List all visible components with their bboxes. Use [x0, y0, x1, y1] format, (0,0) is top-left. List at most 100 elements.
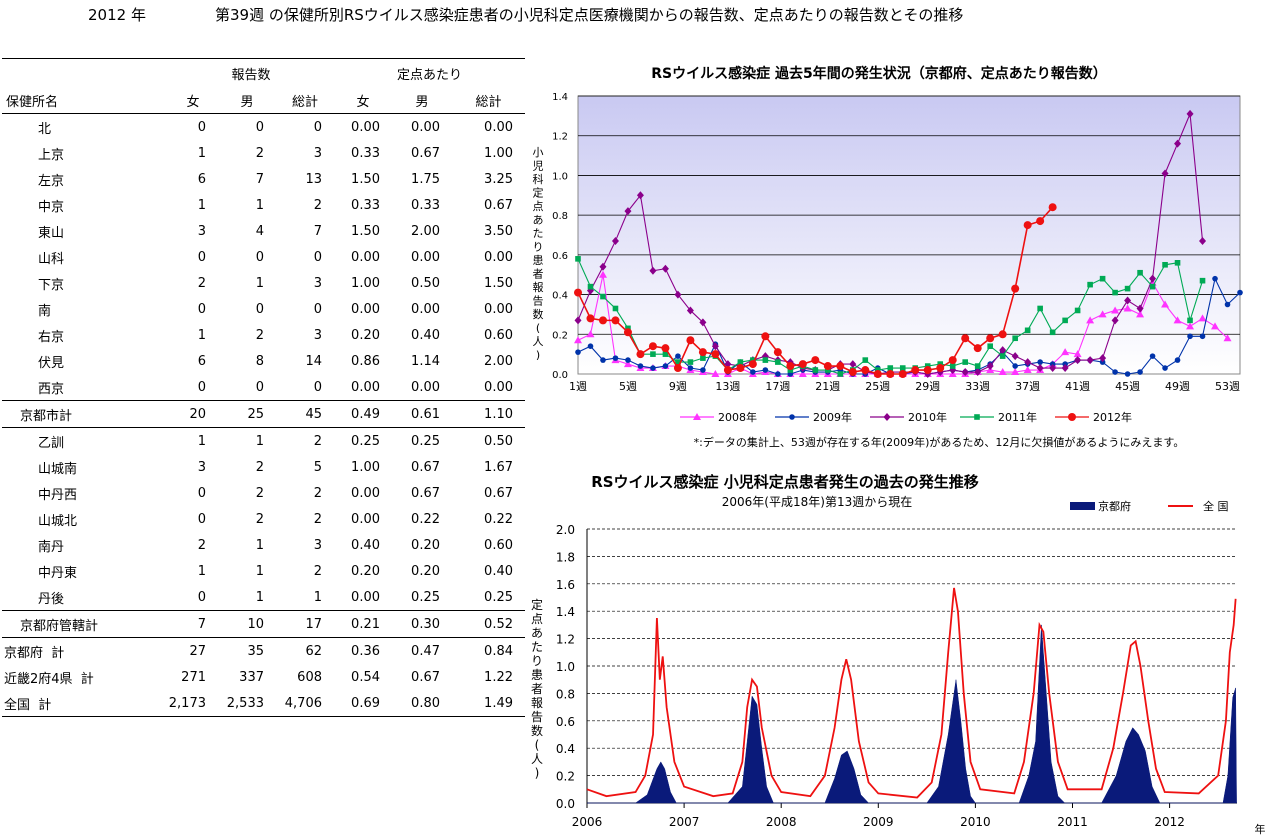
data-point: [623, 328, 632, 337]
row-value: 1.67: [484, 459, 513, 475]
data-point: [1074, 307, 1081, 314]
row-value: 2: [313, 197, 322, 213]
data-point: [574, 316, 582, 325]
row-value: 0.20: [411, 563, 440, 579]
data-point: [837, 371, 844, 377]
row-value: 0: [255, 249, 264, 265]
data-point: [700, 367, 706, 373]
data-point: [599, 262, 607, 271]
data-point: [1024, 327, 1031, 334]
chart1-y-axis-label-char: り: [533, 241, 544, 254]
chart1-y-axis-label-char: 報: [533, 281, 544, 294]
chart2-y-tick-label: 0.0: [556, 797, 575, 811]
data-point: [686, 306, 694, 315]
data-point: [999, 346, 1007, 355]
table-row: 東山 3 4 7 1.50 2.00 3.50: [2, 218, 525, 244]
data-point: [586, 330, 595, 338]
chart2-y-axis-label-char: 点: [531, 612, 543, 626]
data-point: [823, 362, 832, 371]
data-point: [1199, 236, 1207, 245]
row-value: 2: [197, 537, 206, 553]
data-point: [798, 360, 807, 369]
row-name: 上京: [38, 147, 65, 163]
row-value: 0.25: [411, 589, 440, 605]
legend-label: 2011年: [998, 410, 1037, 424]
data-point: [737, 359, 744, 365]
chart1-x-tick-label: 5週: [619, 380, 637, 393]
data-point: [961, 368, 969, 377]
row-value: 1.14: [411, 353, 440, 369]
data-point: [1112, 369, 1118, 375]
data-point: [1111, 316, 1119, 325]
data-point: [611, 316, 620, 325]
row-value: 2: [255, 511, 264, 527]
page-title: 2012 年 第39週 の保健所別RSウイルス感染症患者の小児科定点医療機関から…: [0, 4, 1269, 58]
data-point: [675, 353, 681, 359]
row-value: 2: [197, 275, 206, 291]
row-value: 0.00: [484, 379, 513, 395]
row-value: 8: [255, 353, 264, 369]
data-point: [1036, 364, 1044, 373]
row-value: 2: [313, 563, 322, 579]
data-point: [1124, 285, 1131, 292]
data-point: [1187, 333, 1193, 340]
table-row: 京都府管轄計 7 10 17 0.21 0.30 0.52: [2, 610, 525, 638]
data-point: [1199, 277, 1206, 284]
data-point: [1073, 350, 1082, 358]
data-point: [625, 357, 631, 363]
table-row: 近畿2府4県 計 271 337 608 0.54 0.67 1.22: [2, 664, 525, 690]
row-value: 0.20: [411, 537, 440, 553]
data-point: [686, 336, 695, 345]
row-value: 1: [197, 563, 206, 579]
data-point: [986, 334, 995, 343]
row-name: 京都府 計: [2, 637, 168, 664]
data-point: [1237, 289, 1243, 296]
data-point: [986, 362, 994, 371]
data-point: [1023, 221, 1032, 230]
chart2-y-tick-label: 0.2: [556, 770, 575, 784]
data-point: [662, 363, 669, 369]
data-point: [1061, 348, 1070, 356]
row-value: 0: [197, 301, 206, 317]
data-point: [673, 364, 682, 373]
row-value: 0.67: [484, 485, 513, 501]
row-name: 南丹: [38, 539, 65, 555]
data-point: [1123, 304, 1132, 312]
chart1-y-axis-label-char: 数: [533, 308, 544, 321]
row-value: 0.22: [484, 511, 513, 527]
data-point: [1074, 356, 1082, 365]
table-row: 下京 2 1 3 1.00 0.50 1.50: [2, 270, 525, 296]
chart1-x-tick-label: 49週: [1165, 380, 1190, 393]
data-point: [1086, 316, 1095, 324]
data-point: [1086, 356, 1094, 365]
chart1-x-tick-label: 41週: [1065, 380, 1090, 393]
row-value: 0.20: [351, 563, 380, 579]
page-title-text: 第39週 の保健所別RSウイルス感染症患者の小児科定点医療機関からの報告数、定点…: [215, 6, 964, 24]
row-value: 1: [255, 197, 264, 213]
data-point: [675, 359, 681, 365]
chart1-x-tick-label: 9週: [669, 380, 687, 393]
data-point: [687, 365, 694, 371]
data-point: [998, 330, 1007, 339]
chart2-y-axis-label-char: た: [531, 640, 543, 654]
row-value: 0.50: [411, 275, 440, 291]
chart1-y-tick-label: 1.4: [552, 92, 568, 103]
row-value: 0.67: [411, 459, 440, 475]
chart2-y-axis-label-char: 告: [531, 710, 543, 724]
row-value: 3: [313, 537, 322, 553]
row-value: 0.50: [452, 427, 525, 454]
data-point: [600, 293, 606, 300]
row-name: 京都府管轄計: [2, 610, 168, 638]
chart1-note: *:データの集計上、53週が存在する年(2009年)があるため、12月に欠損値が…: [694, 435, 1185, 449]
data-point: [898, 370, 907, 378]
data-point: [650, 365, 656, 371]
row-name: 中丹東: [38, 565, 78, 581]
row-value: 2,533: [218, 690, 276, 717]
row-value: 0.67: [484, 197, 513, 213]
legend-label: 2012年: [1093, 410, 1132, 424]
group-header-0: 報告数: [231, 67, 271, 83]
chart1-y-tick-label: 1.2: [552, 132, 568, 143]
row-name: 中京: [38, 199, 65, 215]
data-point: [961, 334, 970, 343]
row-value: 2.00: [484, 353, 513, 369]
